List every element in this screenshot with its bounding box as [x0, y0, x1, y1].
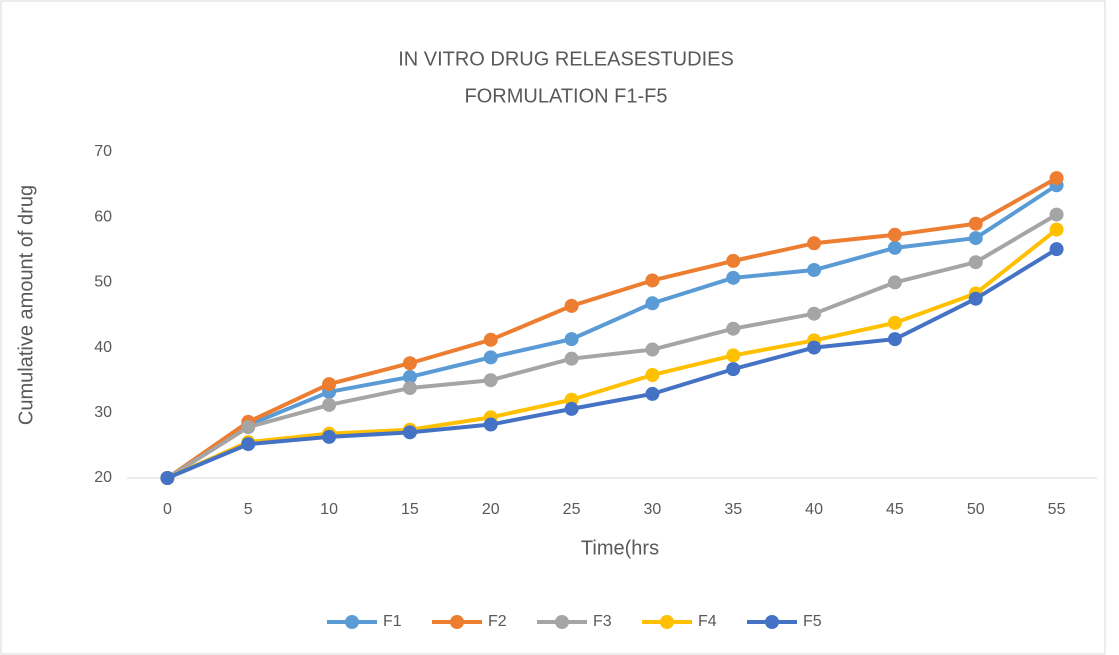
data-point — [322, 429, 337, 444]
data-point — [564, 351, 579, 366]
x-tick-label: 55 — [1048, 501, 1066, 518]
x-tick-label: 30 — [644, 501, 662, 518]
x-axis-label: Time(hrs — [581, 537, 659, 559]
data-point — [1049, 171, 1064, 186]
legend-marker — [450, 615, 464, 629]
data-point — [968, 231, 983, 246]
data-point — [887, 240, 902, 255]
data-point — [645, 386, 660, 401]
series-line — [166, 183, 1058, 480]
y-tick-label: 50 — [94, 274, 112, 291]
x-tick-label: 5 — [244, 501, 253, 518]
x-tick-label: 50 — [967, 501, 985, 518]
data-point — [726, 270, 741, 285]
chart-title: IN VITRO DRUG RELEASESTUDIES — [398, 48, 734, 70]
data-point — [1049, 207, 1064, 222]
data-point — [564, 298, 579, 313]
data-point — [402, 381, 417, 396]
y-tick-label: 60 — [94, 208, 112, 225]
x-tick-label: 25 — [563, 501, 581, 518]
y-tick-label: 40 — [94, 339, 112, 356]
legend-marker — [345, 615, 359, 629]
data-point — [402, 356, 417, 371]
data-point — [322, 377, 337, 392]
legend-label: F1 — [383, 613, 402, 630]
data-point — [807, 340, 822, 355]
data-point — [483, 350, 498, 365]
data-point — [483, 373, 498, 388]
data-point — [645, 273, 660, 288]
data-point — [645, 367, 660, 382]
data-point — [241, 437, 256, 452]
data-point — [483, 417, 498, 432]
data-point — [968, 255, 983, 270]
y-axis-label: Cumulative amount of drug — [15, 185, 37, 425]
x-tick-label: 15 — [401, 501, 419, 518]
data-point — [1049, 222, 1064, 237]
data-point — [564, 401, 579, 416]
legend-marker — [555, 615, 569, 629]
x-tick-label: 10 — [320, 501, 338, 518]
legend-marker — [660, 615, 674, 629]
legend-label: F4 — [698, 613, 717, 630]
data-point — [807, 263, 822, 278]
data-point — [564, 332, 579, 347]
data-point — [887, 275, 902, 290]
x-tick-label: 0 — [163, 501, 172, 518]
legend-label: F2 — [488, 613, 507, 630]
data-point — [483, 332, 498, 347]
series-line — [166, 176, 1058, 480]
chart-subtitle: FORMULATION F1-F5 — [465, 85, 668, 107]
data-point — [402, 369, 417, 384]
data-point — [887, 315, 902, 330]
y-tick-label: 30 — [94, 404, 112, 421]
data-point — [726, 362, 741, 377]
data-point — [160, 471, 175, 485]
data-point — [402, 425, 417, 440]
x-tick-label: 20 — [482, 501, 500, 518]
series-line — [166, 228, 1058, 480]
data-point — [807, 236, 822, 251]
data-point — [968, 216, 983, 231]
data-point — [807, 306, 822, 321]
data-point — [1049, 242, 1064, 257]
data-point — [726, 321, 741, 336]
data-point — [968, 291, 983, 306]
data-point — [887, 227, 902, 242]
data-point — [645, 296, 660, 311]
x-tick-label: 40 — [805, 501, 823, 518]
legend-marker — [765, 615, 779, 629]
data-point — [726, 348, 741, 363]
y-tick-label: 20 — [94, 469, 112, 486]
x-tick-label: 35 — [724, 501, 742, 518]
x-tick-label: 45 — [886, 501, 904, 518]
series-line — [166, 212, 1058, 480]
legend-label: F5 — [803, 613, 822, 630]
data-point — [887, 332, 902, 347]
data-point — [241, 420, 256, 435]
data-point — [645, 342, 660, 357]
series-line — [166, 247, 1058, 480]
data-point — [726, 253, 741, 268]
data-point — [322, 397, 337, 412]
legend-label: F3 — [593, 613, 612, 630]
y-tick-label: 70 — [94, 143, 112, 160]
